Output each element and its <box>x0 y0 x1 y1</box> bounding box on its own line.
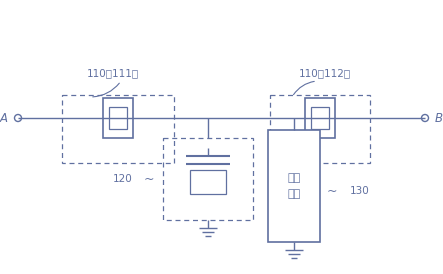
Bar <box>311 107 329 129</box>
Bar <box>190 170 226 194</box>
Text: 感性
元件: 感性 元件 <box>288 173 301 199</box>
Text: A: A <box>0 112 8 124</box>
Bar <box>62 95 174 163</box>
Text: 110（111）: 110（111） <box>87 68 139 78</box>
Text: B: B <box>435 112 443 124</box>
Text: 110（112）: 110（112） <box>299 68 351 78</box>
Text: 120: 120 <box>113 174 133 184</box>
Bar <box>163 138 253 220</box>
Bar <box>270 95 370 163</box>
Bar <box>268 130 320 242</box>
Bar <box>305 98 335 138</box>
Bar <box>109 107 127 129</box>
Text: ~: ~ <box>327 184 337 198</box>
Bar <box>103 98 133 138</box>
Text: ~: ~ <box>144 173 154 185</box>
Text: 130: 130 <box>350 186 370 196</box>
